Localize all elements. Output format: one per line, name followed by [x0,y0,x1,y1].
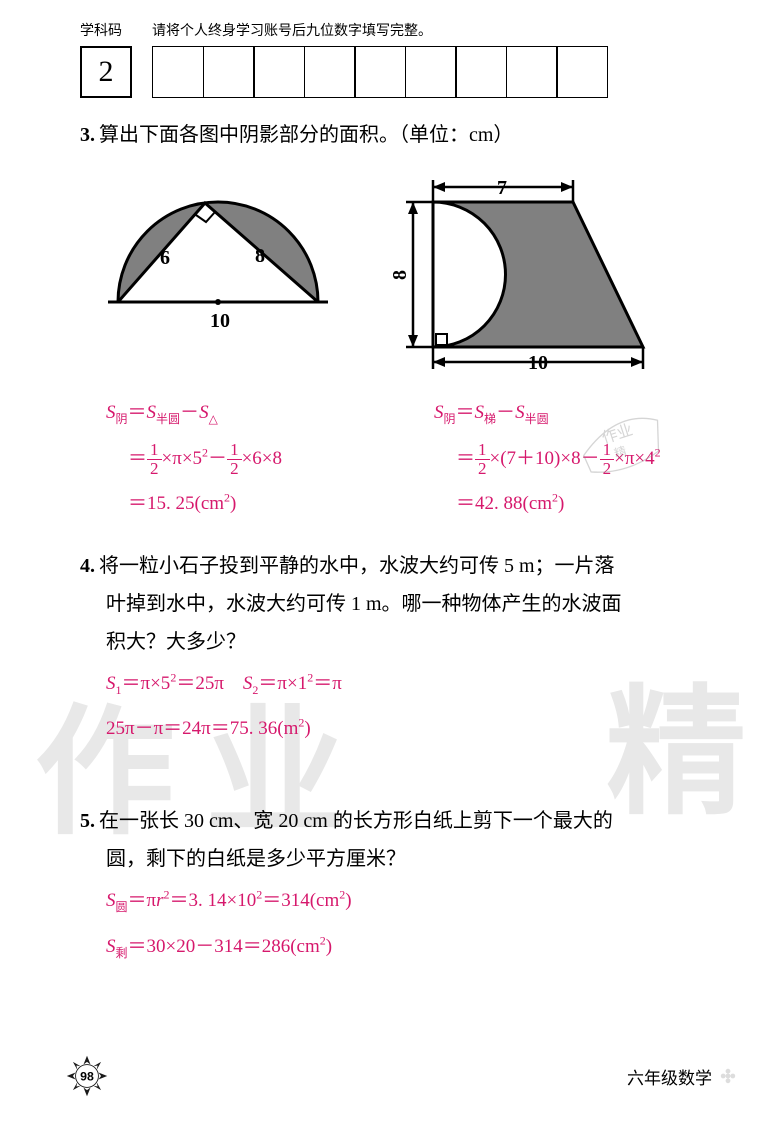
paren: ) [558,493,564,514]
frac-den: 2 [147,460,162,478]
account-boxes: 2 [80,46,706,98]
account-digit-box[interactable] [455,46,507,98]
op: － [208,448,227,469]
result: ＝42. 88(cm [456,493,552,514]
footer-right: 六年级数学 [627,1064,736,1089]
svg-text:精: 精 [612,444,628,461]
sym: S [434,402,444,423]
result: 25π－π＝24π＝75. 36(m [106,718,298,739]
sub: 阴 [444,412,456,426]
account-digit-box[interactable] [556,46,608,98]
problem-text: 算出下面各图中阴影部分的面积。（单位：cm） [99,124,513,146]
paren: ) [304,718,310,739]
sub: 半圆 [156,412,180,426]
problem-number: 4. [80,555,95,577]
op: － [180,402,199,423]
sym: S [106,673,116,694]
eq: ＝ [128,448,147,469]
paren: ) [326,936,332,957]
op: － [496,402,515,423]
problem-text-line2: 叶掉到水中，水波大约可传 1 m。哪一种物体产生的水波面 [80,585,706,623]
account-digit-box[interactable] [506,46,558,98]
sym: S [106,402,116,423]
account-digit-box[interactable] [405,46,457,98]
flower-icon [720,1068,736,1084]
sym: S [106,890,116,911]
expr: ＝30×20－314＝286(cm [128,936,320,957]
sub: △ [209,412,218,426]
expr: ＝π [313,673,342,694]
problem-text-line3: 积大？大多少？ [80,623,706,661]
frac-den: 2 [227,460,242,478]
sub: 剩 [116,945,128,959]
frac-num: 1 [227,441,242,460]
sub: 阴 [116,412,128,426]
sym: S [515,402,525,423]
frac-den: 2 [475,460,490,478]
page-footer: 98 六年级数学 [0,1054,766,1098]
subject-code-label: 学科码 [80,20,122,40]
fig2-label-top: 7 [497,177,507,199]
eq: ＝ [128,402,147,423]
problem-5: 5. 在一张长 30 cm、宽 20 cm 的长方形白纸上剪下一个最大的 圆，剩… [80,802,706,969]
fig2-label-bottom: 10 [528,352,548,372]
expr: ＝π [128,890,157,911]
fig1-label-c: 10 [210,310,230,332]
expr: ＝π×5 [122,673,171,694]
account-digit-box[interactable] [354,46,406,98]
frac-num: 1 [475,441,490,460]
sym: S [106,936,116,957]
figure-semicircle-triangle: 6 8 10 [98,172,338,342]
eq: ＝ [456,448,475,469]
account-digit-box[interactable] [152,46,204,98]
problem5-answer: S圆＝πr2＝3. 14×102＝314(cm2) S剩＝30×20－314＝2… [80,878,706,969]
problem-number: 5. [80,810,95,832]
var: r [156,890,163,911]
figure-trapezoid-semicircle: 7 8 10 [378,172,668,372]
header-instruction: 请将个人终身学习账号后九位数字填写完整。 [152,20,432,40]
result: ＝15. 25(cm [128,493,224,514]
sym: S [199,402,209,423]
expr: ＝314(cm [262,890,339,911]
eq: ＝ [456,402,475,423]
expr: ＝π×1 [258,673,307,694]
problem-text-line1: 在一张长 30 cm、宽 20 cm 的长方形白纸上剪下一个最大的 [99,810,613,832]
expr: ＝3. 14×10 [170,890,257,911]
fig2-label-side: 8 [389,270,411,280]
problem-text-line2: 圆，剩下的白纸是多少平方厘米？ [80,840,706,878]
problem-text-line1: 将一粒小石子投到平静的水中，水波大约可传 5 m；一片落 [99,555,615,577]
footer-grade-text: 六年级数学 [627,1064,712,1089]
problem4-answer: S1＝π×52＝25π S2＝π×12＝π 25π－π＝24π＝75. 36(m… [80,661,706,752]
sym: S [243,673,253,694]
account-digit-box[interactable] [304,46,356,98]
sub: 半圆 [525,412,549,426]
paren: ) [230,493,236,514]
header-row: 学科码 请将个人终身学习账号后九位数字填写完整。 [80,20,706,40]
expr: ×6×8 [242,448,282,469]
figures-row: 6 8 10 7 8 [98,172,706,372]
paren: ) [345,890,351,911]
frac-num: 1 [147,441,162,460]
page-number-badge: 98 [65,1054,109,1098]
fig1-label-a: 6 [160,247,170,269]
gap [224,673,243,694]
subject-code-box: 2 [80,46,132,98]
problem-4: 4. 将一粒小石子投到平静的水中，水波大约可传 5 m；一片落 叶掉到水中，水波… [80,547,706,752]
sub: 圆 [116,900,128,914]
sym: S [147,402,157,423]
account-digit-box[interactable] [253,46,305,98]
problem-number: 3. [80,124,95,146]
expr: ＝25π [176,673,224,694]
fig1-label-b: 8 [255,245,265,267]
page-number: 98 [80,1069,94,1083]
problem3-answer-left: S阴＝S半圆－S△ ＝12×π×52－12×6×8 ＝15. 25(cm2) [106,390,378,527]
sym: S [475,402,485,423]
sub: 梯 [484,412,496,426]
account-digit-box[interactable] [203,46,255,98]
expr: ×π×5 [162,448,203,469]
